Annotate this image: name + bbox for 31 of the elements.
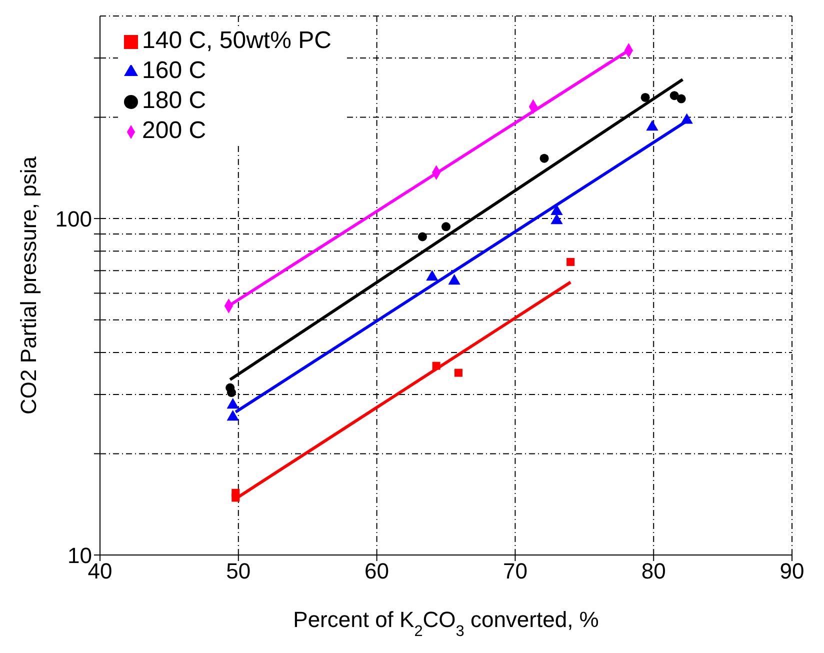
y-axis-title: CO2 Partial pressure, psia	[16, 156, 41, 414]
point	[670, 91, 679, 100]
point	[226, 398, 239, 409]
point	[441, 222, 451, 232]
x-axis-title: Percent of K$_{2}$CO$_{3}$ converted, %	[293, 607, 599, 640]
point	[550, 214, 563, 224]
point	[566, 258, 575, 266]
x-tick-label: 80	[641, 558, 666, 584]
point	[448, 274, 460, 285]
point	[676, 94, 686, 104]
legend-label: 140 C, 50wt% PC	[142, 27, 332, 54]
x-tick-label: 70	[502, 558, 528, 584]
legend-label: 180 C	[142, 87, 206, 114]
x-tick-label: 90	[780, 558, 804, 584]
point	[432, 362, 440, 370]
point	[226, 410, 239, 421]
x-tick-label: 50	[226, 558, 251, 584]
point	[454, 368, 462, 377]
legend-label: 160 C	[142, 57, 206, 84]
point	[426, 270, 438, 281]
y-tick-label: 100	[55, 206, 92, 232]
point	[226, 388, 236, 398]
point	[680, 113, 693, 124]
point	[540, 154, 549, 163]
legend-label: 200 C	[142, 117, 206, 144]
point	[640, 92, 650, 102]
x-tick-label: 60	[364, 558, 390, 584]
point	[418, 232, 427, 242]
point	[232, 488, 240, 497]
point	[646, 120, 658, 131]
y-tick-label: 10	[68, 542, 92, 568]
